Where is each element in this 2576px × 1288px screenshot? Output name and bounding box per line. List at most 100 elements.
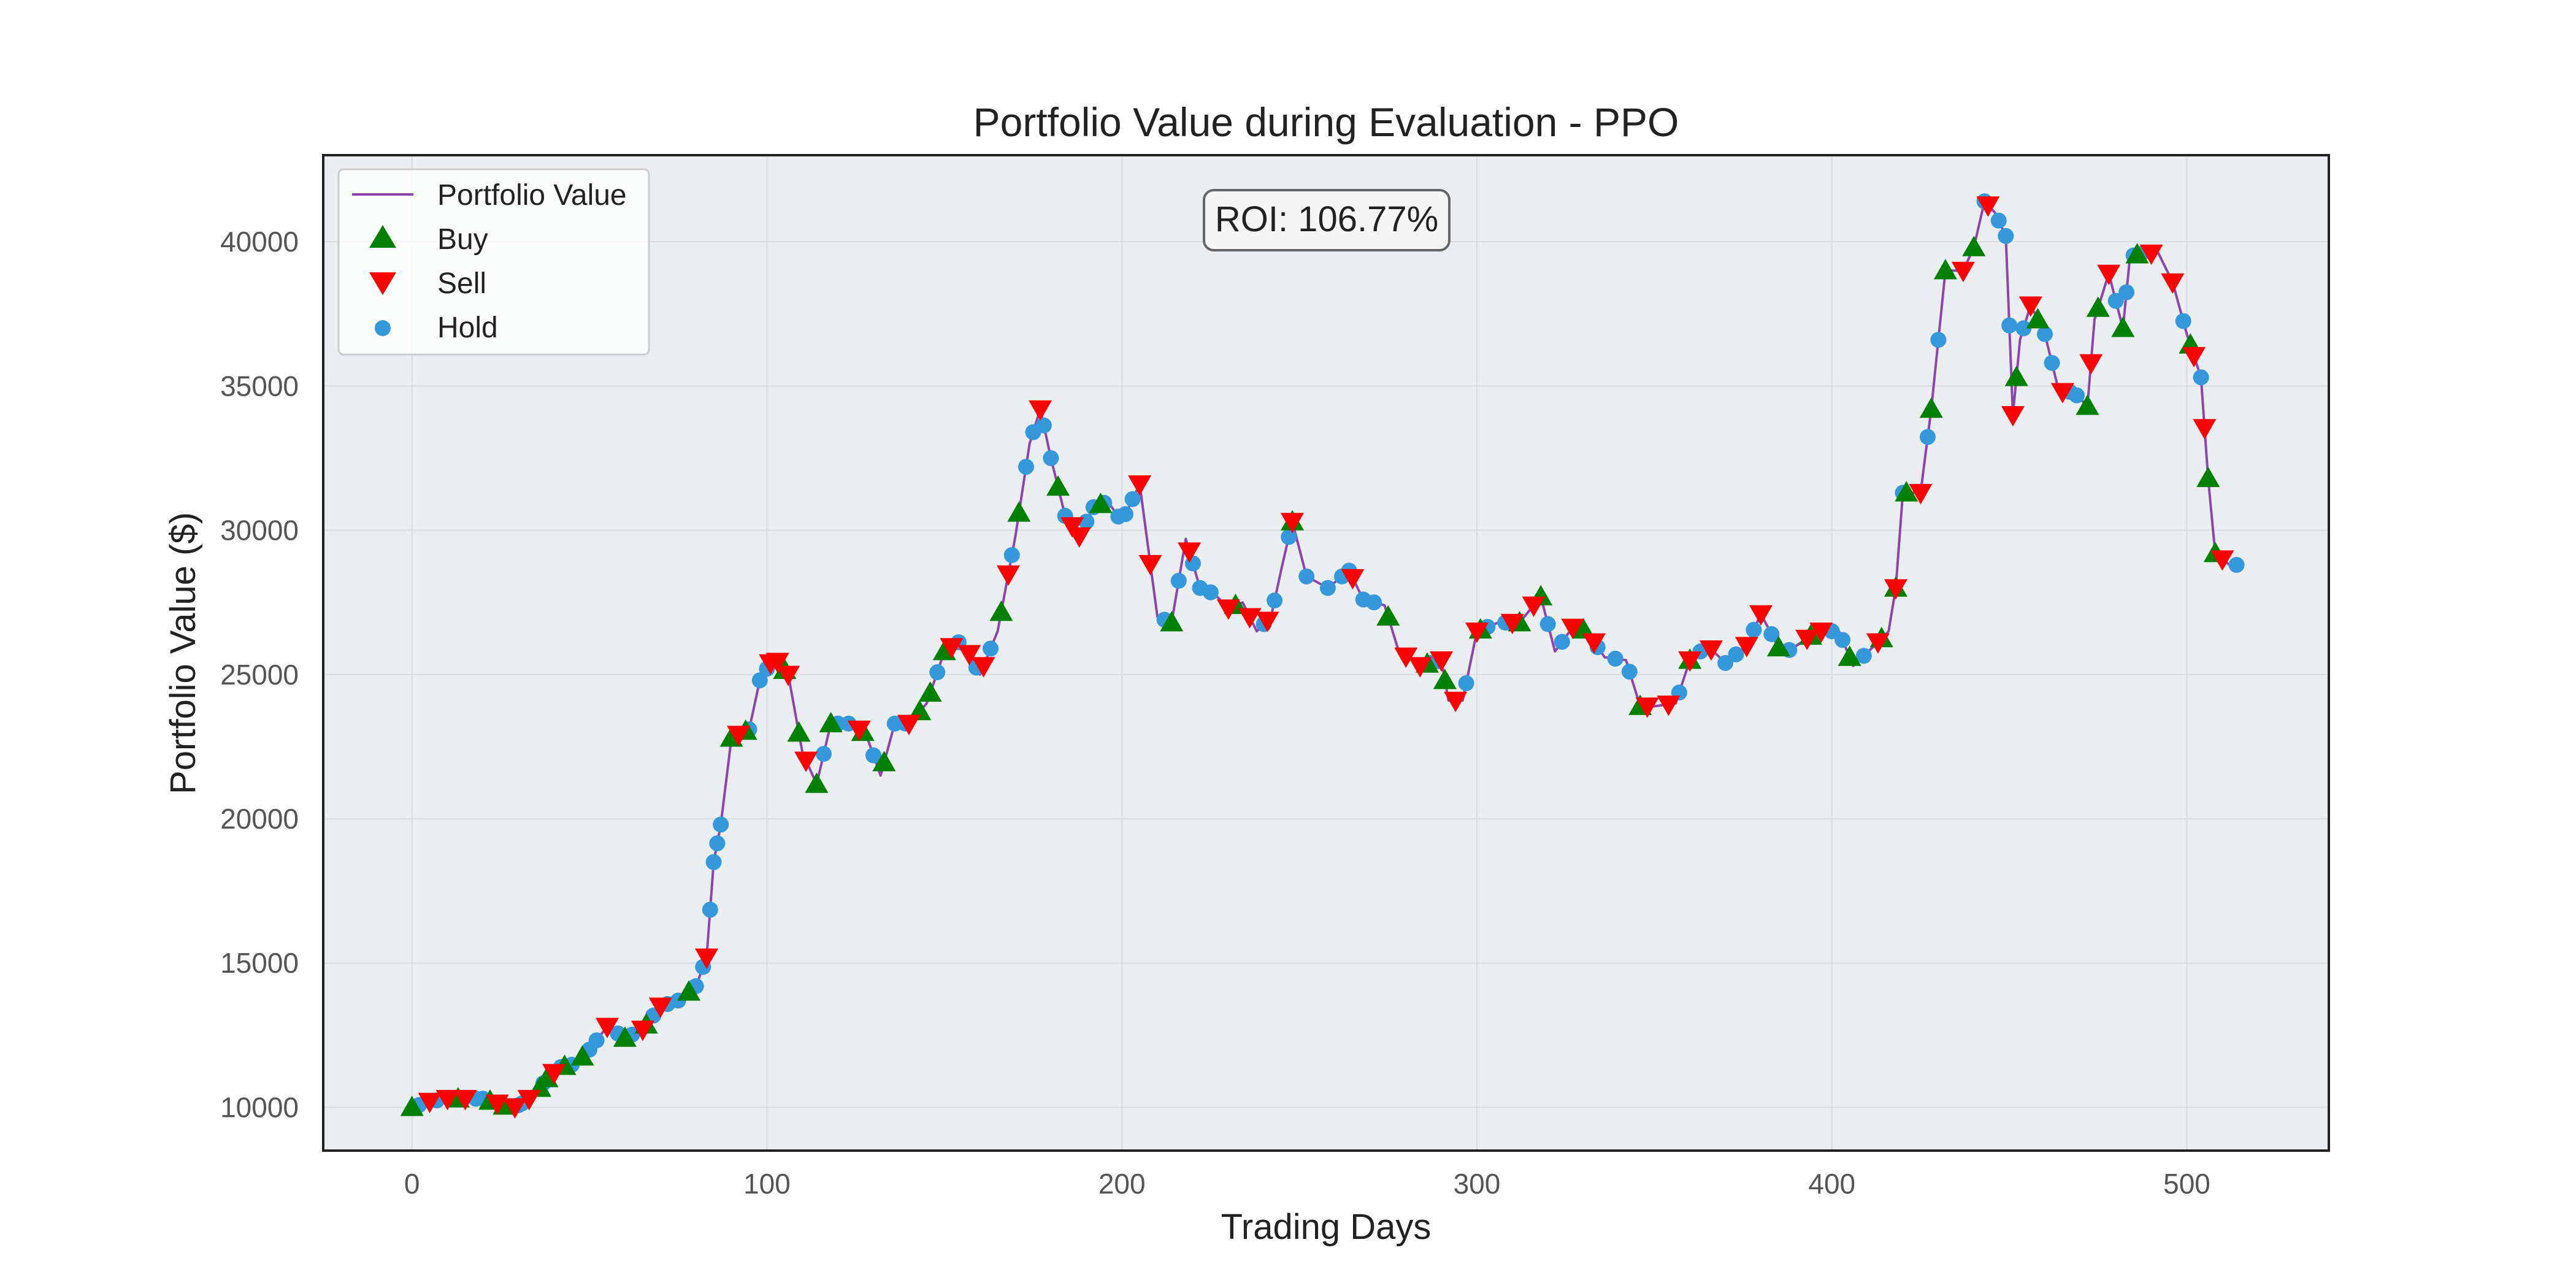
sell-marker [517,1090,541,1111]
hold-marker [1728,646,1744,662]
sell-marker [1582,633,1606,654]
hold-marker [1170,572,1187,589]
hold-marker [1124,491,1141,507]
hold-marker [2015,320,2032,337]
sell-marker [435,1090,459,1111]
buy-marker [1838,645,1861,666]
y-axis-title: Portfolio Value ($) [163,512,203,794]
hold-marker [1043,450,1059,466]
buy-marker [805,772,829,793]
hold-marker [1930,332,1947,348]
sell-marker [997,565,1021,586]
sell-marker [1699,640,1723,661]
sell-marker [1795,629,1819,650]
sell-marker [972,657,995,678]
legend-buy-marker [369,225,396,248]
buy-marker [2004,366,2028,386]
buy-marker [918,681,942,702]
sell-marker [1138,554,1162,576]
sell-marker [1735,637,1758,657]
plot-background [323,155,2329,1151]
roi-label: ROI: 106.77% [1215,199,1438,239]
hold-marker [1990,212,2007,229]
buy-marker [787,721,811,742]
buy-marker [677,980,701,1001]
hold-marker [2001,317,2018,334]
plot-frame [322,154,2330,1152]
sell-marker [1430,651,1454,672]
sell-marker [1444,691,1468,713]
buy-marker [1962,236,1986,256]
sell-marker [1809,622,1833,643]
x-tick-label: 200 [1098,1168,1146,1200]
hold-marker [1267,592,1283,609]
x-tick-label: 300 [1454,1168,1501,1200]
sell-marker [648,997,672,1018]
sell-marker [1255,611,1279,632]
sell-marker [1561,618,1585,639]
sell-marker [727,726,751,746]
hold-marker [2044,355,2060,371]
sell-marker [897,715,921,735]
sell-marker [847,720,871,742]
buy-marker [2076,394,2099,415]
buy-marker [1160,611,1184,632]
sell-marker [2182,347,2206,367]
sell-marker [542,1064,566,1084]
hold-marker [1003,547,1020,564]
hold-marker [929,664,946,681]
hold-marker [865,747,882,764]
legend-box [337,168,650,356]
sell-marker [2210,550,2234,571]
sell-marker [1029,400,1052,421]
sell-marker [1951,261,1975,283]
chart-title: Portfolio Value during Evaluation - PPO [973,99,1679,145]
y-tick-label: 35000 [220,370,299,402]
sell-marker [1067,527,1091,548]
sell-marker [1522,596,1546,617]
hold-marker [1458,675,1474,691]
sell-marker [1128,475,1152,496]
sell-marker [485,1094,509,1115]
hold-marker [816,746,832,762]
sell-marker [940,638,964,659]
y-tick-label: 25000 [220,659,299,691]
buy-marker [570,1045,594,1066]
y-tick-label: 15000 [220,947,299,979]
sell-marker [596,1018,619,1038]
sell-marker [776,665,800,686]
sell-marker [957,645,981,665]
hold-marker [2107,293,2124,309]
y-tick-label: 30000 [220,515,299,546]
hold-marker [1018,459,1034,475]
sell-marker [1341,569,1365,590]
hold-marker [2036,326,2053,342]
roi-box [1203,189,1451,251]
y-tick-label: 10000 [220,1091,299,1123]
hold-marker [1746,621,1762,638]
hold-marker [1117,506,1133,523]
sell-marker [765,653,789,673]
hold-marker [2118,284,2135,301]
buy-marker [1919,397,1943,418]
sell-marker [1909,484,1933,505]
sell-marker [1238,608,1262,629]
sell-marker [1678,651,1702,672]
buy-marker [1933,259,1957,280]
x-tick-label: 400 [1808,1168,1855,1200]
hold-marker [1366,594,1382,611]
roi-annotation: ROI: 106.77% [1203,189,1451,251]
hold-marker [1281,529,1297,545]
sell-marker [2161,273,2185,294]
sell-marker [2001,406,2025,427]
hold-marker [1717,654,1734,671]
buy-marker [1376,605,1400,626]
sell-marker [2193,419,2217,440]
hold-marker [2193,369,2209,386]
buy-marker [989,600,1013,621]
hold-marker [1920,429,1936,445]
sell-marker [1465,622,1489,643]
legend-sell-marker [369,272,396,295]
buy-marker [1046,475,1070,496]
